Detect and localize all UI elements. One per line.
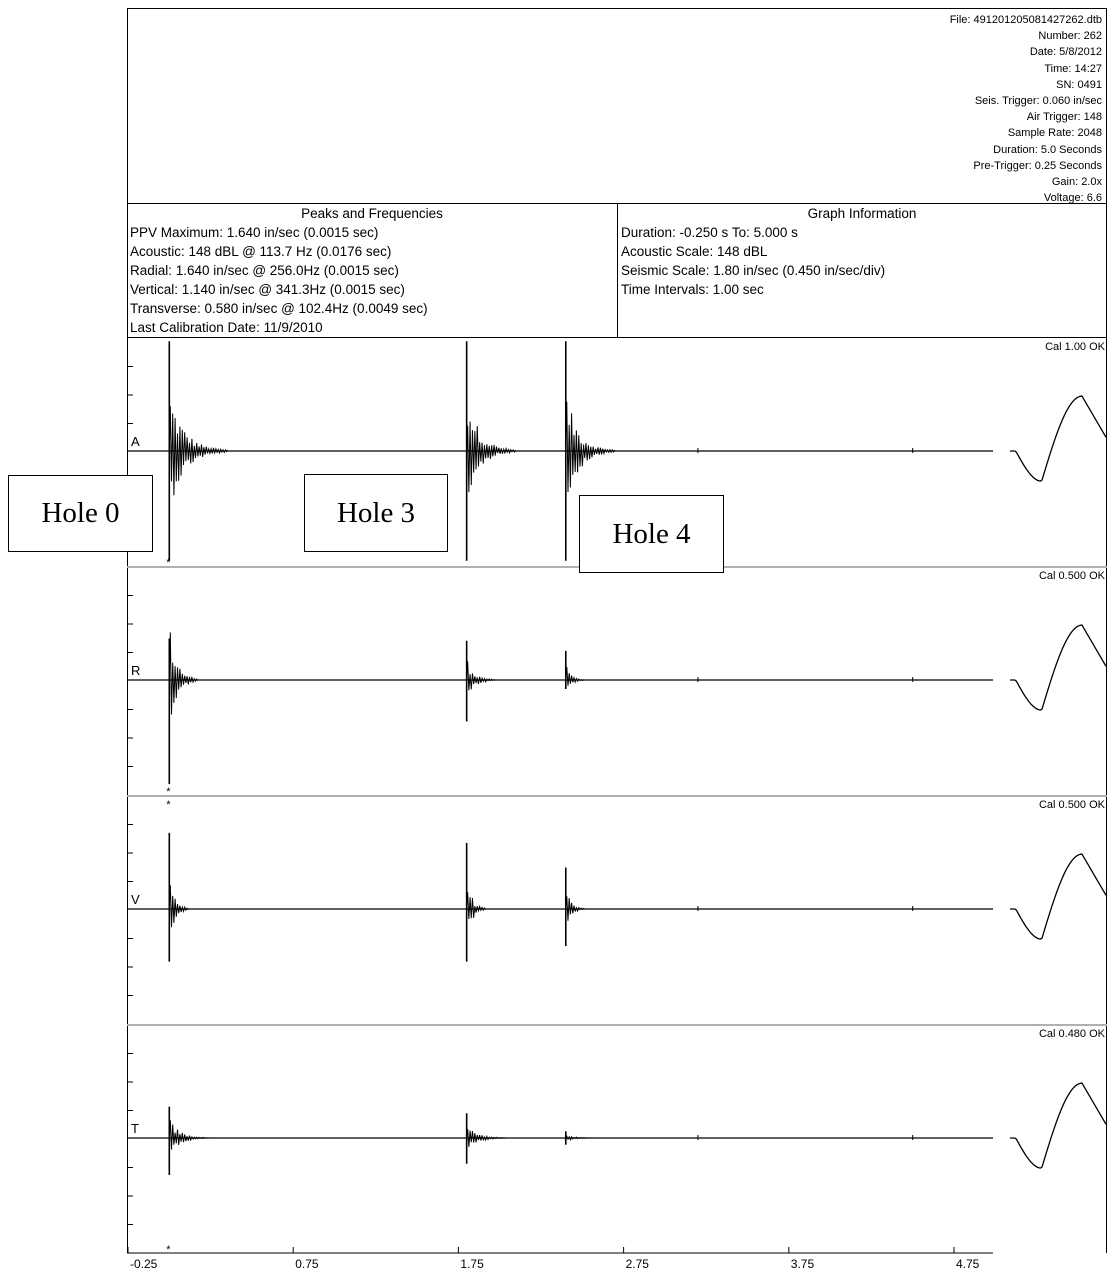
waveform-decay: [168, 885, 189, 928]
peaks-line: Acoustic: 148 dBL @ 113.7 Hz (0.0176 sec…: [130, 244, 392, 259]
file-info-line: Number: 262: [1038, 30, 1102, 43]
hole-0-label: Hole 0: [8, 475, 153, 552]
graph-info-line: Seismic Scale: 1.80 in/sec (0.450 in/sec…: [621, 263, 886, 278]
channel-label-r: R: [131, 663, 140, 678]
graph-info-title: Graph Information: [807, 206, 917, 221]
cal-label: Cal 1.00 OK: [1045, 341, 1106, 353]
info-row: Peaks and Frequencies PPV Maximum: 1.640…: [127, 203, 1107, 338]
calibration-pulse: [1010, 1082, 1107, 1169]
peaks-line: Radial: 1.640 in/sec @ 256.0Hz (0.0015 s…: [130, 263, 399, 278]
waveform-decay: [168, 632, 199, 715]
file-info-line: Time: 14:27: [1044, 62, 1102, 75]
file-info-line: Duration: 5.0 Seconds: [993, 143, 1102, 156]
calibration-pulse: [1010, 624, 1107, 711]
file-info: File: 491201205081427262.dtb Number: 262…: [950, 12, 1102, 206]
peak-marker: *: [166, 786, 171, 798]
peaks-title: Peaks and Frequencies: [301, 206, 443, 221]
calibration-pulse: [1010, 853, 1107, 940]
graph-info-line: Duration: -0.250 s To: 5.000 s: [621, 225, 798, 240]
file-info-line: File: 491201205081427262.dtb: [949, 14, 1102, 26]
peaks-line: Transverse: 0.580 in/sec @ 102.4Hz (0.00…: [130, 301, 428, 316]
cal-label: Cal 0.500 OK: [1039, 570, 1106, 582]
file-info-line: SN: 0491: [1056, 78, 1102, 91]
graph-information-panel: Graph Information Duration: -0.250 s To:…: [618, 204, 1106, 338]
report-frame: File: 491201205081427262.dtb Number: 262…: [127, 8, 1107, 1253]
file-info-line: Date: 5/8/2012: [1029, 46, 1102, 59]
channel-label-a: A: [131, 434, 140, 449]
waveform-decay: [565, 1135, 595, 1142]
file-info-line: Seis. Trigger: 0.060 in/sec: [974, 95, 1102, 108]
peak-marker: *: [166, 1244, 171, 1256]
peak-marker: *: [166, 557, 171, 569]
waveform-decay: [168, 406, 229, 496]
peaks-line: Vertical: 1.140 in/sec @ 341.3Hz (0.0015…: [130, 282, 405, 297]
channel-label-v: V: [131, 892, 140, 907]
x-tick-label: 3.75: [791, 1257, 815, 1271]
waveform-decay: [565, 401, 616, 493]
waveform-decay: [466, 421, 517, 493]
file-info-line: Voltage: 6.6: [1043, 192, 1102, 205]
file-info-line: Gain: 2.0x: [1051, 176, 1102, 189]
cal-label: Cal 0.480 OK: [1039, 1028, 1106, 1040]
peaks-line: Last Calibration Date: 11/9/2010: [130, 320, 323, 335]
waveform-decay: [466, 661, 496, 691]
file-info-line: Pre-Trigger: 0.25 Seconds: [973, 159, 1102, 172]
x-tick-label: 2.75: [626, 1257, 650, 1271]
graph-info-line: Acoustic Scale: 148 dBL: [621, 244, 768, 259]
file-info-line: Air Trigger: 148: [1026, 111, 1102, 124]
channel-label-t: T: [131, 1121, 139, 1136]
waveform-decay: [565, 667, 585, 686]
hole-4-label: Hole 4: [579, 495, 724, 573]
file-info-line: Sample Rate: 2048: [1007, 127, 1102, 140]
waveform-decay: [466, 1128, 507, 1147]
peak-marker: *: [166, 799, 171, 811]
hole-3-label: Hole 3: [304, 474, 448, 552]
peaks-and-frequencies-panel: Peaks and Frequencies PPV Maximum: 1.640…: [127, 204, 618, 338]
waveform-decay: [168, 1120, 209, 1150]
x-tick-label: -0.25: [130, 1257, 158, 1271]
x-tick-label: 1.75: [460, 1257, 484, 1271]
calibration-pulse: [1010, 395, 1107, 482]
waveform-decay: [466, 892, 487, 919]
waveform-decay: [565, 896, 586, 921]
x-tick-label: 4.75: [956, 1257, 980, 1271]
x-tick-label: 0.75: [295, 1257, 319, 1271]
cal-label: Cal 0.500 OK: [1039, 799, 1106, 811]
graph-info-line: Time Intervals: 1.00 sec: [621, 282, 764, 297]
peaks-line: PPV Maximum: 1.640 in/sec (0.0015 sec): [130, 225, 379, 240]
